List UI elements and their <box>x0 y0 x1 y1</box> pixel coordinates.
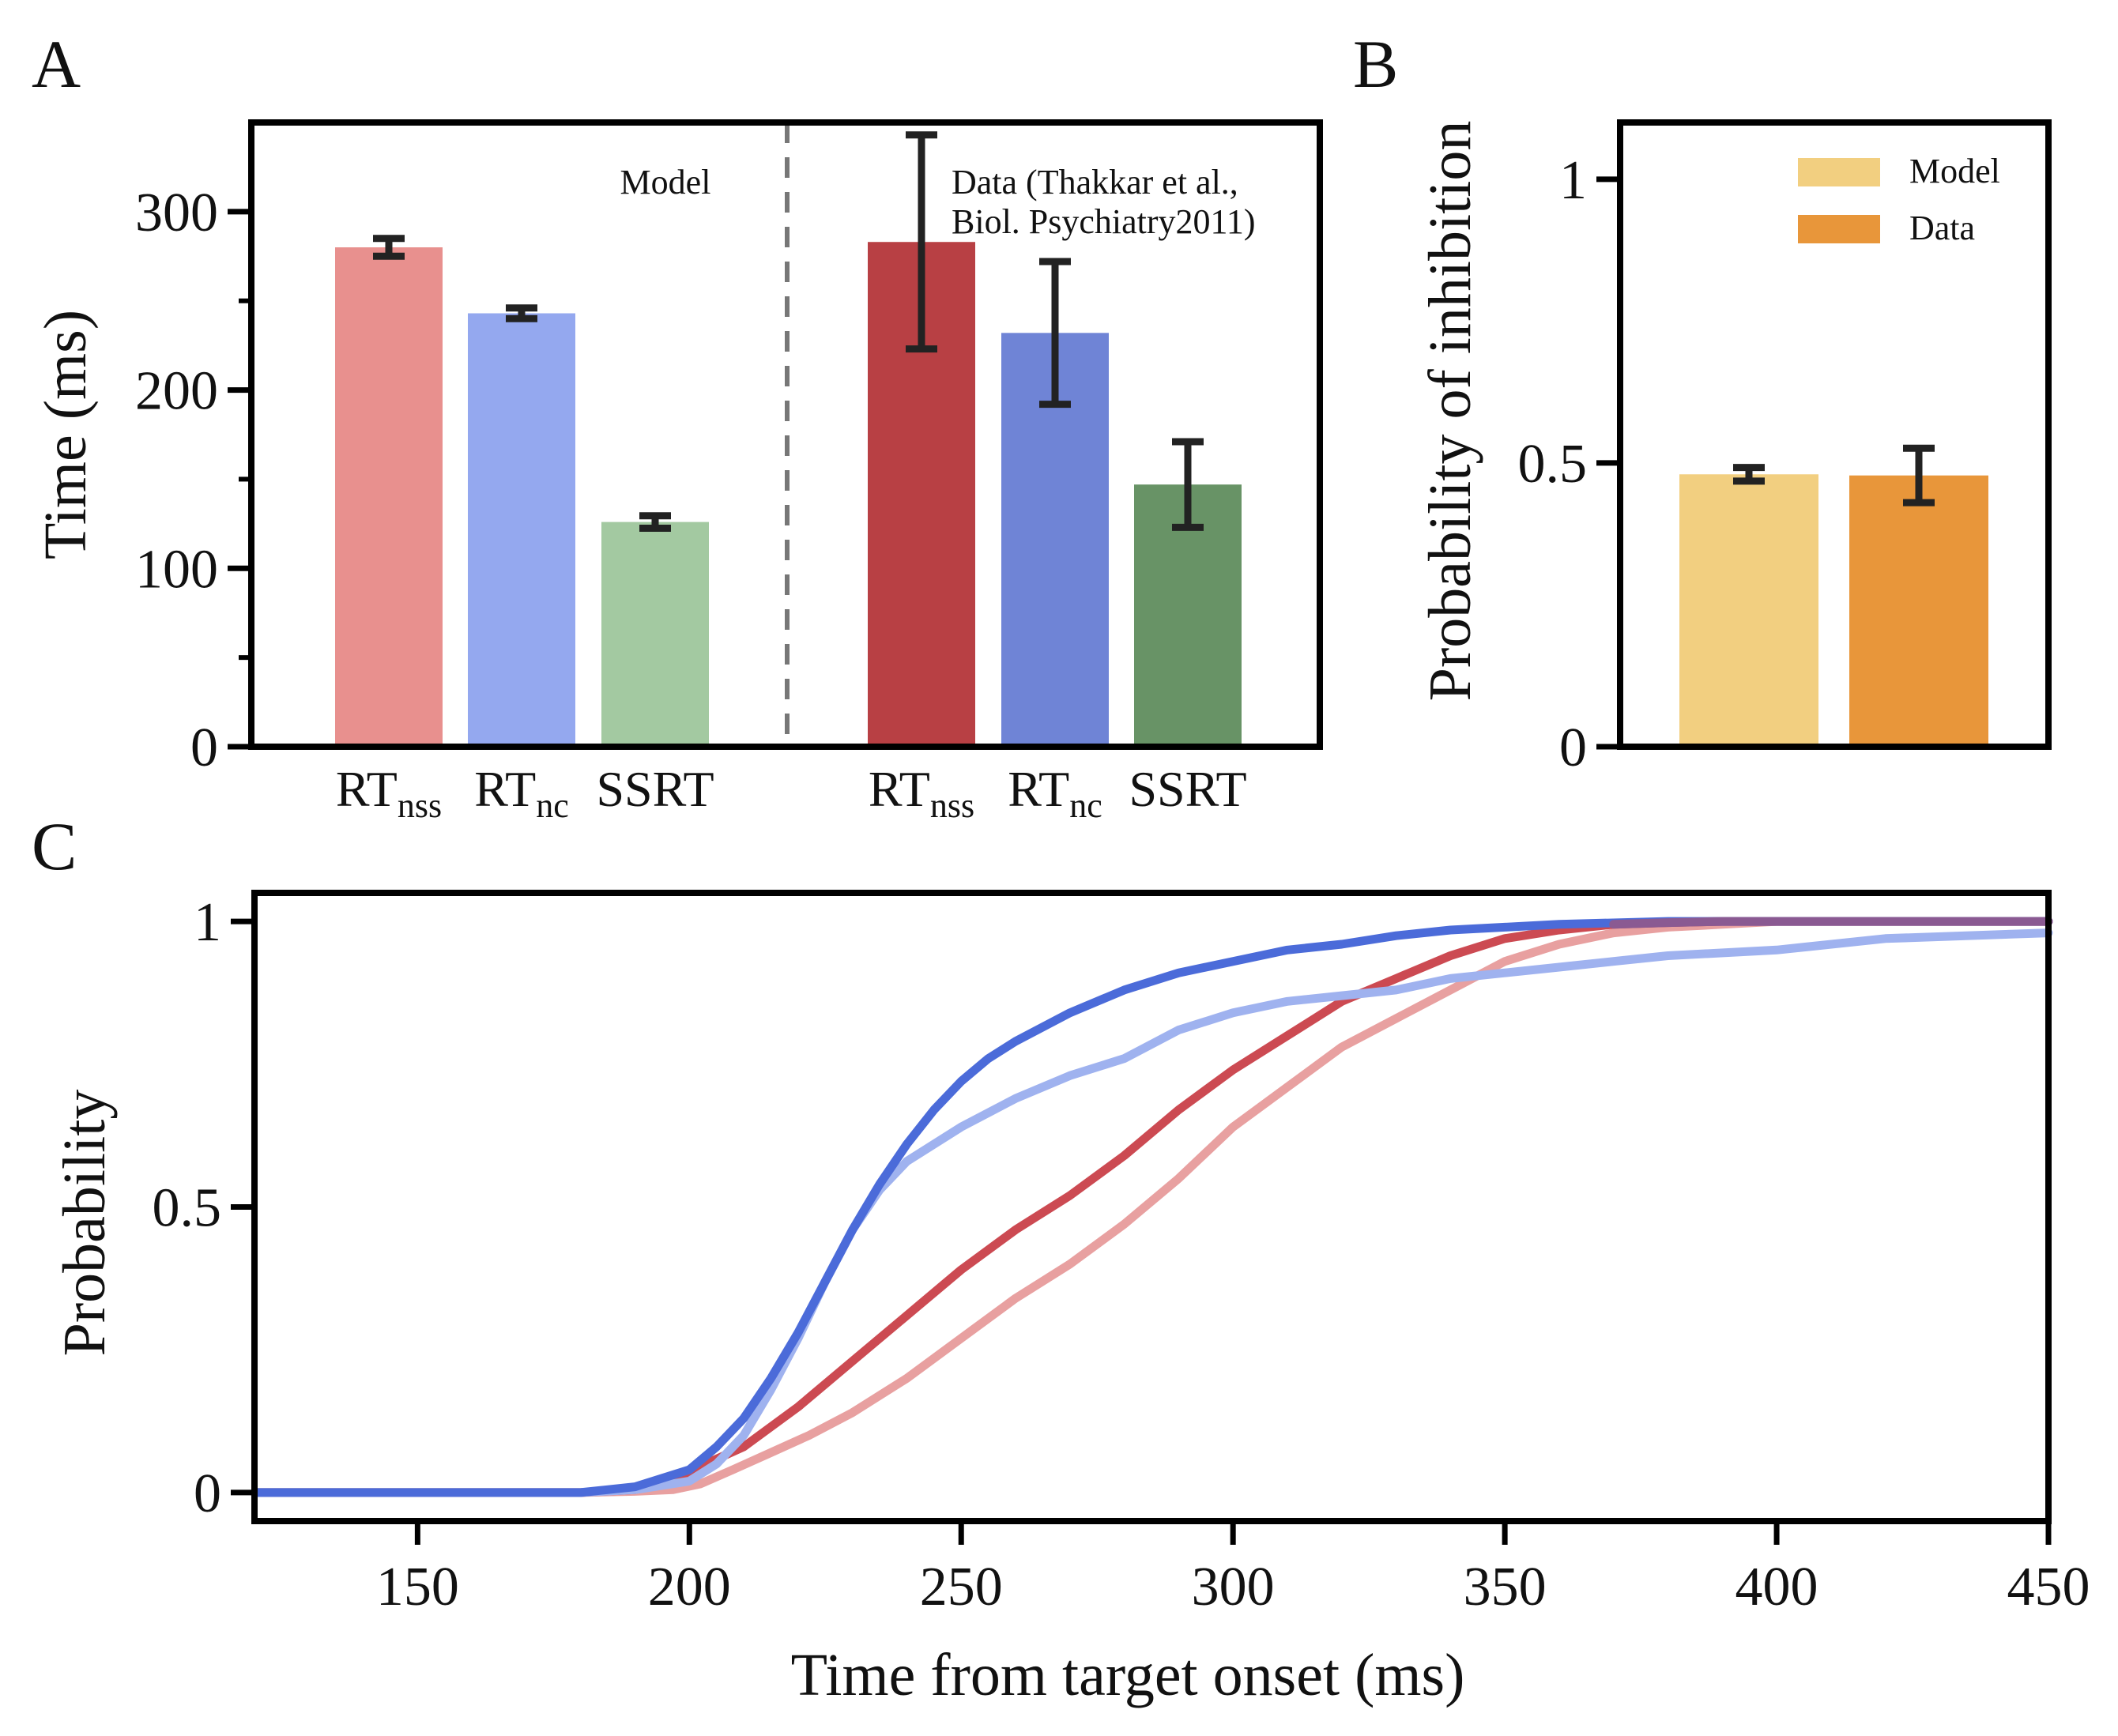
panel-a-bars <box>335 242 1242 747</box>
panel-b-legend-swatch <box>1798 215 1880 243</box>
panel-a-bar-chart: 0 100 200 300 RTnss RTnc SSRT RTnss RTnc SSRT Ti… <box>32 119 1323 825</box>
panel-b-legend-label: Model <box>1909 152 2000 190</box>
panel-b-y-tick-label: 1 <box>1559 150 1587 211</box>
panel-c-x-tick-label: 450 <box>2007 1557 2090 1617</box>
panel-b-bars <box>1679 474 1988 747</box>
panel-a-category-label: SSRT <box>596 761 714 817</box>
panel-a-category-label: SSRT <box>1129 761 1246 817</box>
panel-a-y-tick-label: 300 <box>135 183 218 243</box>
panel-c-x-tick-label: 150 <box>376 1557 459 1617</box>
panel-c-y-tick-label: 0 <box>194 1463 221 1524</box>
panel-label-b: B <box>1353 26 1398 102</box>
panel-c-series-line <box>250 917 2053 1497</box>
panel-c-x-tick-label: 400 <box>1735 1557 1818 1617</box>
panel-b-ylabel: Probability of inhibition <box>1417 121 1483 702</box>
panel-a-error-bars <box>373 131 1204 532</box>
panel-b-bar <box>1849 475 1988 747</box>
panel-a-category-label: RTnss <box>336 761 442 825</box>
panel-a-y-tick-label: 200 <box>135 361 218 422</box>
panel-c-x-ticks: 150 200 250 300 350 400 450 <box>376 1521 2090 1617</box>
panel-c-series-line <box>250 928 2053 1497</box>
panel-a-category-label: RTnc <box>474 761 568 825</box>
panel-a-frame <box>248 119 1323 750</box>
panel-b-y-tick-label: 0.5 <box>1518 434 1588 495</box>
panel-a-model-note: Model <box>620 163 711 201</box>
panel-c-ylabel: Probability <box>51 1090 118 1357</box>
panel-a-y-tick-label: 0 <box>190 717 218 778</box>
panel-b-bar <box>1679 474 1818 747</box>
panel-c-y-tick-label: 1 <box>194 892 221 953</box>
panel-a-data-note-line: Biol. Psychiatry2011) <box>952 202 1256 241</box>
panel-b-legend: Model Data <box>1798 152 2000 247</box>
panel-c-y-ticks: 00.51 <box>153 892 254 1524</box>
panel-b-y-ticks: 00.51 <box>1518 150 1620 778</box>
panel-b-legend-swatch <box>1798 158 1880 186</box>
panel-c-xlabel: Time from target onset (ms) <box>791 1642 1465 1708</box>
panel-c-series-line <box>250 917 2053 1497</box>
panel-b-legend-label: Data <box>1909 209 1975 247</box>
panel-c-line-chart: 150 200 250 300 350 400 450 00.51 Time from ta… <box>51 890 2090 1708</box>
panel-a-y-ticks: 0 100 200 300 <box>135 183 251 778</box>
panel-c-series-lines <box>250 917 2053 1497</box>
panel-c-x-tick-label: 300 <box>1192 1557 1275 1617</box>
panel-b-frame <box>1617 119 2052 750</box>
panel-c-series-line <box>250 917 2053 1497</box>
panel-a-category-labels: RTnss RTnc SSRT RTnss RTnc SSRT <box>336 761 1247 825</box>
panel-c-frame <box>251 890 2052 1524</box>
panel-label-a: A <box>32 26 81 102</box>
panel-c-x-tick-label: 250 <box>920 1557 1003 1617</box>
panel-b-error-bars <box>1733 444 1935 506</box>
panel-c-series-line <box>1609 917 2053 929</box>
panel-a-bar <box>335 247 443 747</box>
panel-c-x-tick-label: 200 <box>648 1557 731 1617</box>
panel-a-category-label: RTnc <box>1008 761 1102 825</box>
panel-a-y-tick-label: 100 <box>135 539 218 600</box>
panel-a-bar <box>468 313 575 747</box>
panel-a-category-label: RTnss <box>869 761 974 825</box>
panel-a-data-note-line: Data (Thakkar et al., <box>952 163 1238 201</box>
panel-c-y-tick-label: 0.5 <box>153 1178 222 1239</box>
panel-c-x-tick-label: 350 <box>1464 1557 1547 1617</box>
panel-label-c: C <box>32 808 77 884</box>
panel-a-bar <box>601 522 709 747</box>
panel-a-data-note: Data (Thakkar et al., Biol. Psychiatry201… <box>952 163 1256 241</box>
panel-a-ylabel: Time (ms) <box>32 310 99 559</box>
panel-b-y-tick-label: 0 <box>1559 717 1587 778</box>
